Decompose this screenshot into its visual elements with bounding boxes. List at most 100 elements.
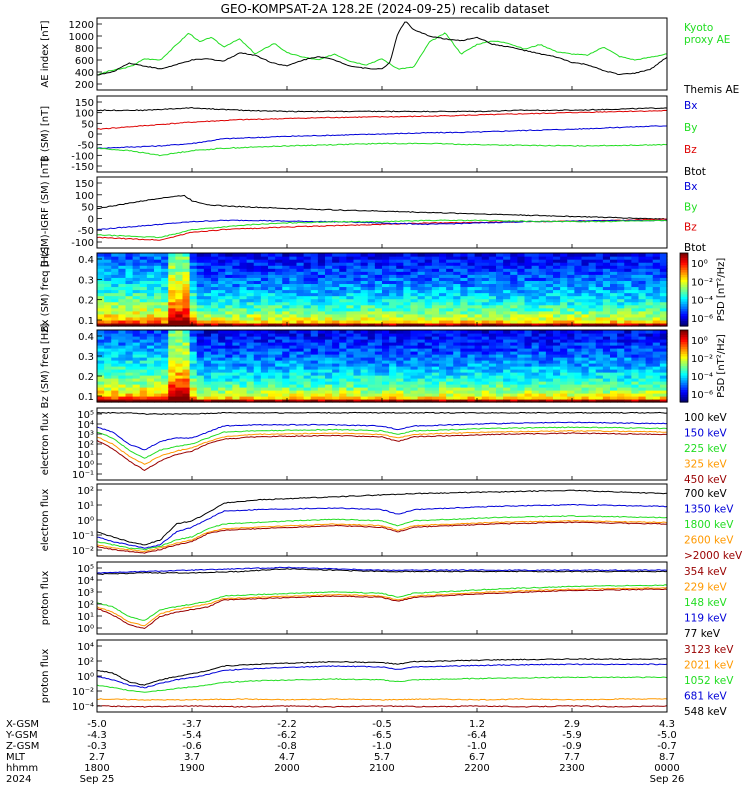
spectrogram-cell (132, 366, 141, 370)
spectrogram-cell (374, 384, 383, 388)
spectrogram-cell (631, 354, 640, 358)
spectrogram-cell (260, 304, 269, 309)
spectrogram-cell (296, 354, 305, 358)
spectrogram-cell (97, 366, 105, 370)
spectrogram-cell (553, 351, 561, 355)
spectrogram-cell (111, 372, 119, 376)
spectrogram-cell (581, 295, 590, 300)
spectrogram-cell (118, 333, 127, 337)
spectrogram-cell (225, 268, 233, 272)
spectrogram-cell (175, 292, 184, 297)
spectrogram-cell (431, 375, 440, 379)
series-line-354-keV (96, 588, 668, 630)
spectrogram-cell (659, 366, 668, 370)
spectrogram-cell (310, 319, 319, 324)
spectrogram-cell (602, 280, 611, 285)
spectrogram-cell (631, 289, 640, 294)
spectrogram-cell (574, 298, 583, 303)
spectrogram-cell (410, 316, 419, 321)
spectrogram-cell (189, 342, 198, 346)
spectrogram-cell (268, 330, 276, 334)
spectrogram-cell (624, 271, 632, 275)
spectrogram-cell (602, 268, 611, 272)
spectrogram-cell (175, 262, 184, 266)
spectrogram-cell (610, 259, 618, 263)
spectrogram-cell (111, 265, 119, 269)
spectrogram-cell (367, 357, 376, 361)
spectrogram-cell (467, 357, 476, 361)
spectrogram-cell (574, 289, 583, 294)
colorbar-segment (680, 342, 688, 345)
spectrogram-cell (275, 265, 283, 269)
spectrogram-cell (474, 342, 483, 346)
spectrogram-cell (211, 396, 219, 400)
spectrogram-cell (161, 301, 169, 306)
spectrogram-cell (282, 399, 290, 403)
spectrogram-cell (289, 313, 298, 318)
spectrogram-cell (118, 375, 127, 379)
colorbar-segment (680, 255, 688, 259)
spectrogram-cell (396, 378, 404, 382)
spectrogram-cell (517, 307, 526, 312)
orbit-cell: -5.4 (182, 730, 202, 741)
spectrogram-cell (317, 292, 326, 297)
spectrogram-cell (374, 348, 383, 352)
spectrogram-cell (282, 322, 290, 327)
spectrogram-cell (118, 348, 127, 352)
spectrogram-cell (424, 286, 433, 291)
spectrogram-cell (146, 393, 155, 397)
spectrogram-cell (346, 253, 355, 257)
spectrogram-cell (474, 369, 483, 373)
spectrogram-cell (253, 345, 262, 349)
spectrogram-cell (439, 271, 447, 275)
spectrogram-cell (496, 322, 504, 327)
spectrogram-cell (97, 333, 105, 337)
spectrogram-cell (538, 283, 547, 288)
spectrogram-cell (332, 295, 340, 300)
spectrogram-cell (175, 259, 184, 263)
spectrogram-cell (659, 265, 668, 269)
spectrogram-cell (588, 336, 597, 340)
spectrogram-cell (610, 393, 618, 397)
spectrogram-cell (97, 301, 105, 306)
spectrogram-cell (353, 256, 362, 260)
spectrogram-cell (481, 375, 490, 379)
spectrogram-cell (567, 268, 575, 272)
spectrogram-cell (431, 283, 440, 288)
spectrogram-cell (602, 277, 611, 281)
colorbar-segment (680, 284, 688, 288)
colorbar-segment (680, 306, 688, 310)
spectrogram-cell (111, 399, 119, 403)
spectrogram-cell (496, 316, 504, 321)
x-ticks (96, 86, 668, 90)
spectrogram-cell (275, 322, 283, 327)
spectrogram-cell (268, 387, 276, 391)
spectrogram-cell (403, 298, 412, 303)
spectrogram-cell (332, 372, 340, 376)
spectrogram-cell (417, 316, 426, 321)
spectrogram-cell (211, 259, 219, 263)
spectrogram-cell (353, 304, 362, 309)
spectrogram-cell (567, 396, 575, 400)
spectrogram-cell (560, 366, 568, 370)
spectrogram-cell (118, 304, 127, 309)
spectrogram-cell (460, 310, 469, 315)
spectrogram-cell (424, 313, 433, 318)
spectrogram-cell (232, 375, 241, 379)
spectrogram-cell (303, 333, 312, 337)
spectrogram-cell (339, 354, 347, 358)
spectrogram-cell (104, 351, 112, 355)
spectrogram-cell (97, 253, 105, 257)
spectrogram-cell (218, 330, 226, 334)
spectrogram-cell (574, 381, 583, 385)
spectrogram-cell (588, 280, 597, 285)
spectrogram-cell (268, 307, 276, 312)
spectrogram-cell (374, 381, 383, 385)
spectrogram-cell (196, 372, 205, 376)
spectrogram-cell (253, 286, 262, 291)
spectrogram-cell (396, 307, 404, 312)
spectrogram-cell (595, 357, 604, 361)
spectrogram-cell (360, 313, 369, 318)
